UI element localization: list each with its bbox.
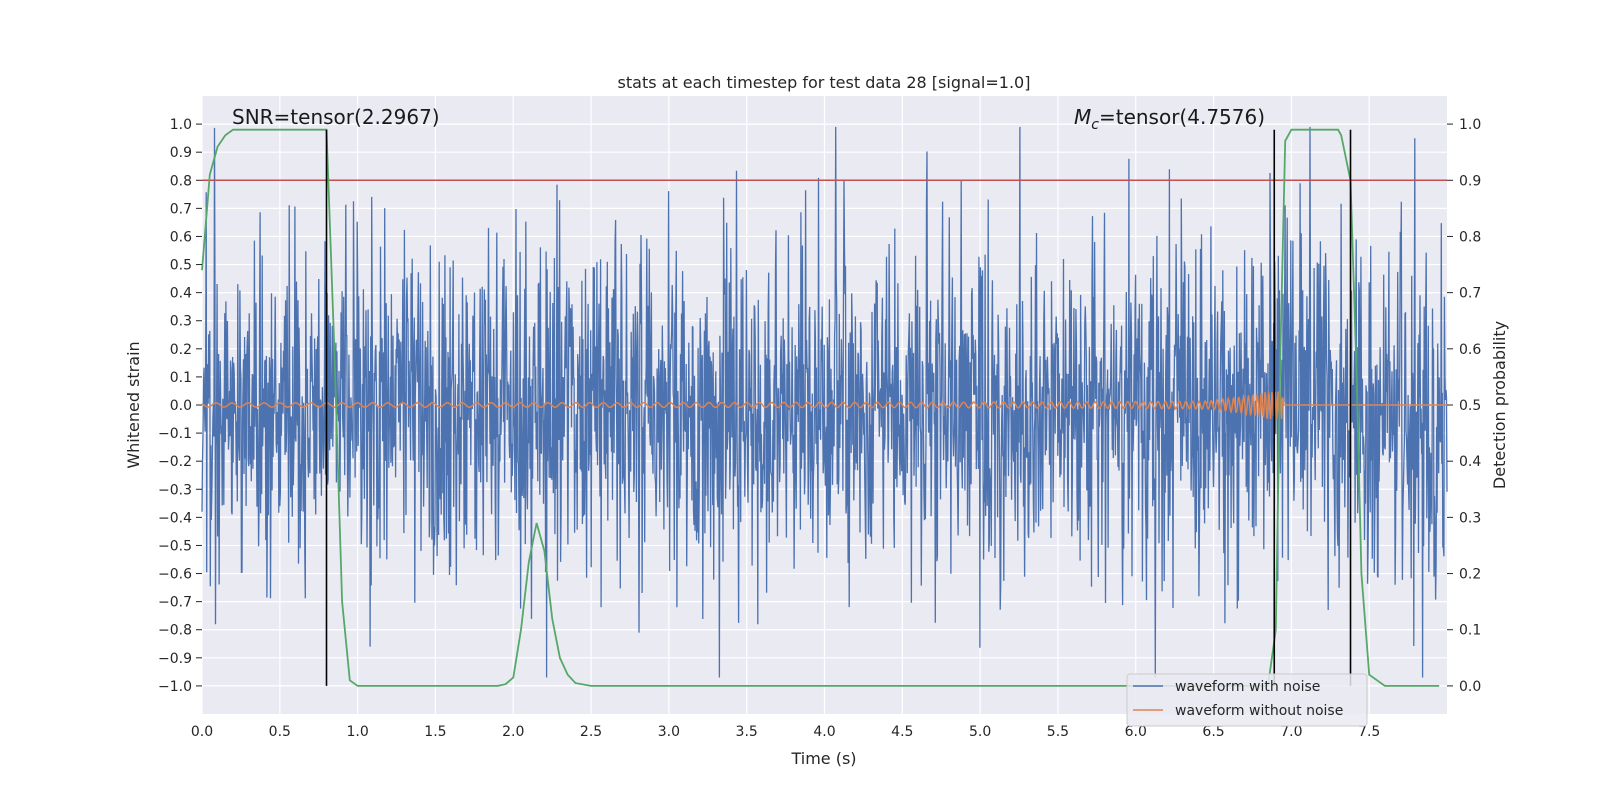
y-tick-label: −0.4 bbox=[158, 510, 192, 526]
y2-tick-label: 0.6 bbox=[1459, 342, 1481, 358]
x-tick-label: 5.0 bbox=[969, 724, 991, 740]
y-tick-label: 0.2 bbox=[170, 342, 192, 358]
x-tick-label: 6.0 bbox=[1125, 724, 1147, 740]
legend-label-clean: waveform without noise bbox=[1175, 703, 1343, 719]
x-tick-label: 5.5 bbox=[1047, 724, 1069, 740]
x-tick-label: 3.0 bbox=[658, 724, 680, 740]
y-tick-label: −1.0 bbox=[158, 679, 192, 695]
y2-tick-label: 1.0 bbox=[1459, 117, 1481, 133]
event-markers bbox=[325, 129, 1352, 686]
mc-symbol: M bbox=[1074, 105, 1091, 129]
y-axis-label: Whitened strain bbox=[124, 341, 143, 468]
x-tick-label: 2.5 bbox=[580, 724, 602, 740]
y-tick-label: 1.0 bbox=[170, 117, 192, 133]
y-tick-label: −0.5 bbox=[158, 538, 192, 554]
y-tick-label: 0.5 bbox=[170, 258, 192, 274]
y-tick-label: 0.4 bbox=[170, 286, 192, 302]
y-tick-label: −0.6 bbox=[158, 567, 192, 583]
y-tick-label: 0.0 bbox=[170, 398, 192, 414]
y2-axis-label: Detection probability bbox=[1490, 321, 1509, 489]
waveform-with-noise-line bbox=[201, 126, 1448, 678]
legend-label-noise: waveform with noise bbox=[1175, 679, 1320, 695]
legend-box bbox=[1126, 673, 1368, 727]
y2-tick-label: 0.9 bbox=[1459, 173, 1481, 189]
y2-tick-label: 0.2 bbox=[1459, 567, 1481, 583]
x-tick-label: 4.5 bbox=[891, 724, 913, 740]
y2-tick-label: 0.3 bbox=[1459, 510, 1481, 526]
y2-tick-label: 0.4 bbox=[1459, 454, 1481, 470]
tick-labels: 0.0 0.5 1.0 1.5 2.0 2.5 3.0 3.5 4.0 4.5 5.0 5.5 6.0 6… bbox=[158, 117, 1481, 740]
legend: waveform with noise waveform without noi… bbox=[1126, 673, 1368, 727]
y-tick-label: −0.9 bbox=[158, 651, 192, 667]
y-tick-label: 0.7 bbox=[170, 201, 192, 217]
y2-tick-label: 0.5 bbox=[1459, 398, 1481, 414]
detection-probability-line bbox=[201, 128, 1440, 687]
waveform-without-noise-line bbox=[201, 390, 1447, 420]
mc-subscript: c bbox=[1091, 117, 1099, 133]
x-tick-label: 1.0 bbox=[346, 724, 368, 740]
x-tick-label: 6.5 bbox=[1202, 724, 1224, 740]
chart-title: stats at each timestep for test data 28 … bbox=[618, 73, 1031, 92]
y-tick-label: −0.7 bbox=[158, 595, 192, 611]
noise-series bbox=[201, 126, 1448, 678]
y-tick-label: −0.3 bbox=[158, 482, 192, 498]
x-tick-label: 4.0 bbox=[813, 724, 835, 740]
y2-tick-label: 0.0 bbox=[1459, 679, 1481, 695]
x-tick-label: 0.5 bbox=[269, 724, 291, 740]
x-tick-label: 7.5 bbox=[1358, 724, 1380, 740]
mc-annotation: Mc=tensor(4.7576) bbox=[1074, 105, 1265, 133]
y2-tick-label: 0.8 bbox=[1459, 229, 1481, 245]
y2-tick-label: 0.7 bbox=[1459, 286, 1481, 302]
x-tick-label: 1.5 bbox=[424, 724, 446, 740]
y-tick-label: −0.8 bbox=[158, 623, 192, 639]
x-tick-label: 3.5 bbox=[736, 724, 758, 740]
y-tick-label: 0.3 bbox=[170, 314, 192, 330]
y-tick-label: −0.2 bbox=[158, 454, 192, 470]
y-tick-label: 0.8 bbox=[170, 173, 192, 189]
y-tick-label: 0.9 bbox=[170, 145, 192, 161]
probability-series bbox=[201, 128, 1447, 687]
x-tick-label: 0.0 bbox=[191, 724, 213, 740]
x-tick-label: 2.0 bbox=[502, 724, 524, 740]
x-tick-label: 7.0 bbox=[1280, 724, 1302, 740]
x-axis-label: Time (s) bbox=[790, 749, 856, 768]
y-tick-label: 0.6 bbox=[170, 229, 192, 245]
snr-annotation: SNR=tensor(2.2967) bbox=[232, 105, 440, 129]
y2-tick-label: 0.1 bbox=[1459, 623, 1481, 639]
y-tick-label: −0.1 bbox=[158, 426, 192, 442]
mc-value: =tensor(4.7576) bbox=[1099, 105, 1265, 129]
y-tick-label: 0.1 bbox=[170, 370, 192, 386]
clean-series bbox=[201, 390, 1447, 420]
